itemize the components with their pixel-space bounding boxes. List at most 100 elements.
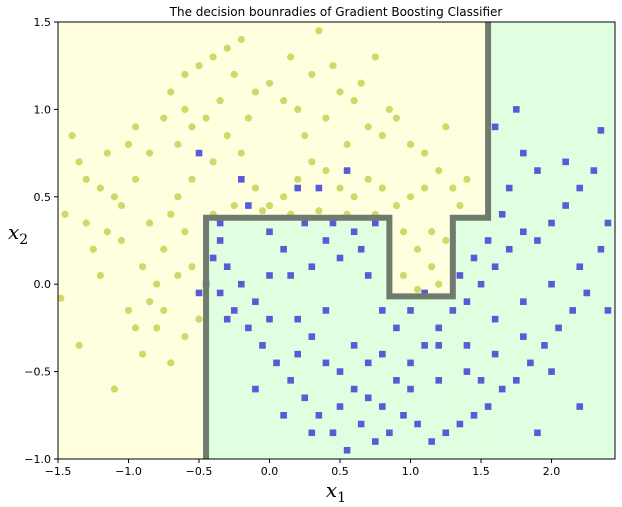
data-point-class-0 — [174, 271, 182, 280]
data-point-class-1 — [555, 324, 562, 332]
y-tick-label: 0.0 — [34, 278, 52, 291]
data-point-class-1 — [209, 254, 217, 262]
data-point-class-1 — [379, 350, 386, 358]
data-point-class-0 — [237, 35, 245, 44]
data-point-class-1 — [548, 219, 555, 227]
data-point-class-0 — [406, 193, 415, 201]
data-point-class-0 — [315, 27, 323, 35]
data-point-class-1 — [357, 245, 365, 253]
x-axis-label: x1 — [326, 478, 346, 506]
data-point-class-1 — [534, 167, 541, 174]
data-point-class-1 — [294, 315, 302, 323]
data-point-class-1 — [421, 342, 428, 349]
y-tick-label: 0.5 — [34, 191, 52, 204]
data-point-class-0 — [82, 175, 90, 183]
data-point-class-1 — [548, 280, 555, 288]
data-point-class-1 — [238, 176, 245, 183]
data-point-class-1 — [491, 350, 499, 358]
x-tick-label: 1.0 — [402, 465, 420, 478]
data-point-class-0 — [435, 280, 443, 288]
x-axis-ticks: −1.5 −1.0 −0.5 0.0 0.5 1.0 1.5 2.0 — [45, 459, 561, 478]
data-point-class-1 — [463, 342, 471, 349]
data-point-class-0 — [428, 228, 436, 236]
data-point-class-0 — [251, 88, 260, 96]
data-point-class-0 — [392, 201, 401, 210]
data-point-class-0 — [350, 193, 358, 201]
x-tick-label: 1.5 — [472, 465, 490, 478]
data-point-class-0 — [188, 263, 196, 271]
data-point-class-1 — [562, 202, 569, 209]
data-point-class-1 — [604, 219, 612, 227]
data-point-class-1 — [273, 359, 280, 367]
data-point-class-1 — [512, 377, 520, 384]
data-point-class-0 — [131, 324, 140, 332]
data-point-class-1 — [442, 429, 450, 437]
data-point-class-0 — [110, 385, 119, 393]
data-point-class-1 — [491, 315, 499, 323]
region-class-1-2 — [452, 217, 489, 459]
data-point-class-1 — [280, 412, 287, 419]
data-point-class-0 — [392, 114, 401, 122]
data-point-class-1 — [414, 420, 421, 428]
data-point-class-0 — [96, 184, 104, 192]
data-point-class-0 — [68, 132, 76, 140]
data-point-class-0 — [181, 105, 189, 113]
data-point-class-0 — [153, 324, 161, 332]
data-point-class-1 — [322, 237, 330, 244]
data-point-class-1 — [435, 377, 443, 384]
data-point-class-1 — [498, 210, 506, 218]
data-point-class-1 — [216, 219, 224, 227]
data-point-class-0 — [209, 53, 217, 61]
data-point-class-1 — [245, 324, 252, 332]
data-point-class-0 — [308, 70, 316, 79]
data-point-class-1 — [562, 158, 569, 166]
data-point-class-0 — [378, 184, 386, 192]
data-point-class-0 — [160, 306, 168, 315]
data-point-class-1 — [371, 438, 379, 445]
data-point-class-0 — [223, 132, 231, 140]
data-point-class-0 — [96, 271, 104, 280]
data-point-class-1 — [238, 280, 245, 288]
data-point-class-0 — [139, 350, 147, 358]
data-point-class-1 — [520, 333, 527, 340]
data-point-class-1 — [520, 228, 527, 236]
data-point-class-1 — [364, 394, 372, 402]
data-point-class-1 — [576, 403, 584, 410]
data-point-class-1 — [329, 429, 337, 437]
x-tick-label: 2.0 — [543, 465, 561, 478]
data-point-class-0 — [237, 149, 245, 157]
data-point-class-0 — [357, 79, 365, 87]
data-point-class-0 — [364, 123, 372, 131]
data-point-class-0 — [230, 70, 238, 79]
data-point-class-0 — [265, 79, 274, 87]
data-point-class-1 — [484, 403, 492, 410]
data-point-class-1 — [435, 324, 443, 332]
data-point-class-0 — [188, 123, 196, 131]
data-point-class-0 — [322, 114, 330, 122]
data-point-class-0 — [110, 193, 119, 201]
data-point-class-1 — [223, 263, 231, 271]
data-point-class-1 — [407, 359, 414, 367]
x-axis-label-main: x — [326, 478, 337, 502]
decision-boundary-line — [203, 22, 492, 459]
data-point-class-1 — [252, 298, 259, 305]
x-tick-label: 0.5 — [331, 465, 349, 478]
data-point-class-1 — [407, 385, 414, 393]
data-point-class-0 — [117, 201, 126, 210]
data-point-class-0 — [456, 201, 464, 210]
data-point-class-1 — [259, 342, 266, 349]
data-point-class-1 — [266, 228, 273, 236]
data-point-class-1 — [576, 184, 584, 192]
data-point-class-0 — [167, 88, 175, 96]
data-point-class-0 — [216, 97, 224, 105]
data-point-class-1 — [322, 307, 330, 314]
data-point-class-0 — [131, 123, 140, 131]
data-point-class-0 — [421, 149, 429, 157]
data-point-class-0 — [103, 149, 111, 157]
data-point-class-0 — [195, 315, 203, 323]
data-point-class-0 — [251, 184, 260, 192]
data-point-class-1 — [329, 219, 337, 227]
data-point-class-0 — [57, 294, 65, 302]
data-point-class-1 — [393, 324, 400, 332]
